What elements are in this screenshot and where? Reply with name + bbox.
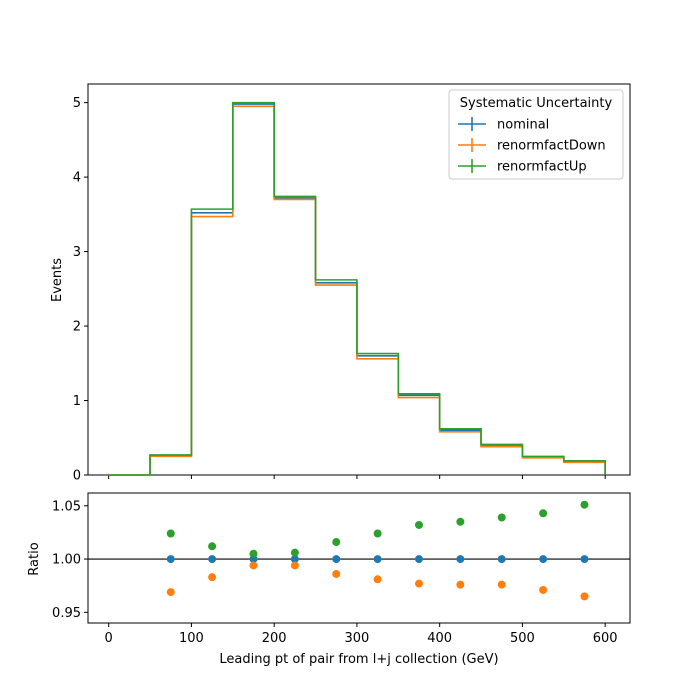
legend-title: Systematic Uncertainty (460, 96, 613, 111)
ratio-point (249, 561, 258, 570)
ratio-point (539, 585, 548, 594)
ratio-plot-area (87, 492, 631, 624)
legend: Systematic Uncertainty nominal renormfact… (448, 89, 624, 180)
legend-box (448, 89, 624, 180)
ratio-point (332, 569, 341, 578)
legend-entry-renormfactUp: renormfactUp (458, 159, 587, 175)
x-tick-label: 500 (510, 631, 535, 646)
ratio-series-nominal (166, 555, 589, 564)
ratio-y-ticks: 0.95 1.00 1.05 (52, 499, 88, 621)
main-y-tick-label: 0 (73, 469, 81, 484)
ratio-point (290, 548, 299, 557)
ratio-point (414, 555, 423, 564)
ratio-y-tick-label: 0.95 (52, 606, 81, 621)
ratio-points (166, 500, 589, 601)
ratio-point (580, 500, 589, 509)
x-tick-label: 600 (593, 631, 618, 646)
ratio-point (166, 588, 175, 597)
ratio-point (208, 573, 217, 582)
ratio-point (580, 592, 589, 601)
main-y-tick-label: 5 (73, 96, 81, 111)
ratio-point (456, 555, 465, 564)
x-tick-label: 0 (105, 631, 113, 646)
ratio-point (539, 509, 548, 518)
legend-label: renormfactUp (497, 160, 587, 175)
x-tick-label: 200 (262, 631, 287, 646)
ratio-y-tick-label: 1.05 (52, 499, 81, 514)
ratio-point (456, 517, 465, 526)
x-tick-label: 400 (427, 631, 452, 646)
ratio-point (414, 520, 423, 529)
ratio-point (414, 579, 423, 588)
main-plot-area (87, 83, 631, 476)
ratio-point (290, 561, 299, 570)
ratio-point (332, 538, 341, 547)
ratio-y-axis-label: Ratio (27, 542, 42, 575)
histogram-series-renormfactUp (108, 101, 606, 476)
ratio-point (166, 555, 175, 564)
ratio-x-ticks: 0 100 200 300 400 500 600 (105, 623, 618, 646)
ratio-point (373, 529, 382, 538)
ratio-point (373, 555, 382, 564)
ratio-y-tick-label: 1.00 (52, 553, 81, 568)
legend-label: nominal (497, 118, 549, 133)
ratio-point (290, 555, 299, 564)
x-axis-label: Leading pt of pair from l+j collection (… (219, 652, 498, 667)
legend-entries: nominal renormfactDown renormfactUp (458, 117, 606, 175)
ratio-point (497, 580, 506, 589)
ratio-point (580, 555, 589, 564)
ratio-series-renormfactDown (166, 561, 589, 601)
legend-label: renormfactDown (497, 139, 606, 154)
x-tick-label: 300 (345, 631, 370, 646)
ratio-point (249, 549, 258, 558)
ratio-point (208, 542, 217, 551)
main-y-ticks: 0 1 2 3 4 5 (73, 96, 88, 484)
ratio-point (208, 555, 217, 564)
ratio-point (373, 575, 382, 584)
ratio-point (497, 555, 506, 564)
histogram-steps (108, 101, 606, 476)
main-y-axis-label: Events (50, 258, 65, 302)
x-tick-label: 100 (179, 631, 204, 646)
ratio-panel: 0.95 1.00 1.05 0 100 200 300 400 500 600 Ratio L… (27, 492, 631, 667)
main-histogram-panel: 0 1 2 3 4 5 Events Systematic Uncertainty nom… (50, 83, 631, 484)
main-y-tick-label: 4 (73, 171, 81, 186)
ratio-point (539, 555, 548, 564)
ratio-point (497, 513, 506, 522)
ratio-point (166, 529, 175, 538)
main-y-tick-label: 1 (73, 394, 81, 409)
ratio-series-renormfactUp (166, 500, 589, 558)
main-y-tick-label: 2 (73, 320, 81, 335)
ratio-point (456, 580, 465, 589)
ratio-point (332, 555, 341, 564)
main-y-tick-label: 3 (73, 245, 81, 260)
legend-entry-nominal: nominal (458, 117, 549, 133)
legend-entry-renormfactDown: renormfactDown (458, 138, 606, 154)
